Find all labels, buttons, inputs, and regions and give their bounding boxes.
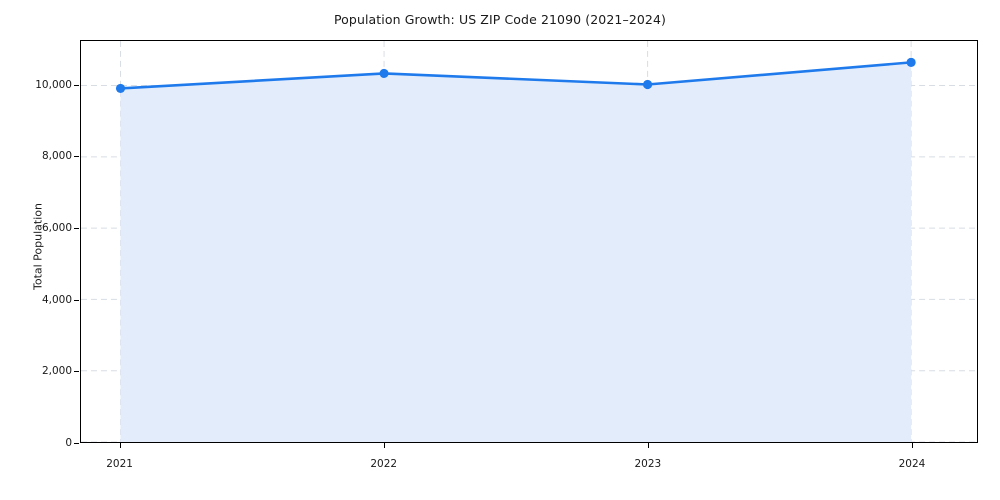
y-tick-mark	[74, 443, 79, 444]
y-tick-label: 0	[65, 437, 72, 449]
data-point-marker	[642, 79, 653, 90]
data-line-and-markers	[115, 57, 916, 93]
chart-title: Population Growth: US ZIP Code 21090 (20…	[333, 12, 667, 27]
y-tick-mark	[74, 228, 79, 230]
data-point-marker	[906, 57, 916, 67]
y-axis-tick-labels: 0 2,000 4,000 6,000 8,000 10,000	[0, 0, 79, 500]
x-tick-mark	[383, 443, 385, 448]
data-point-marker	[115, 83, 126, 93]
y-tick-mark	[74, 371, 79, 373]
area-fill	[120, 62, 912, 442]
y-tick-mark	[74, 156, 79, 158]
y-tick-mark	[74, 84, 79, 86]
x-tick-label: 2023	[634, 458, 662, 470]
data-point-marker	[379, 68, 389, 79]
y-tick-label: 10,000	[35, 78, 72, 91]
x-tick-label: 2022	[370, 458, 398, 470]
x-tick-label: 2021	[106, 458, 133, 470]
y-tick-label: 4,000	[41, 293, 72, 306]
y-tick-label: 8,000	[41, 150, 72, 163]
plot-area	[80, 40, 978, 443]
x-tick-mark	[911, 443, 913, 448]
y-tick-label: 2,000	[41, 365, 72, 378]
y-tick-label: 6,000	[41, 222, 72, 235]
x-tick-mark	[647, 443, 649, 448]
x-tick-mark	[119, 443, 121, 448]
y-tick-mark	[74, 299, 79, 301]
x-tick-label: 2024	[898, 458, 926, 470]
